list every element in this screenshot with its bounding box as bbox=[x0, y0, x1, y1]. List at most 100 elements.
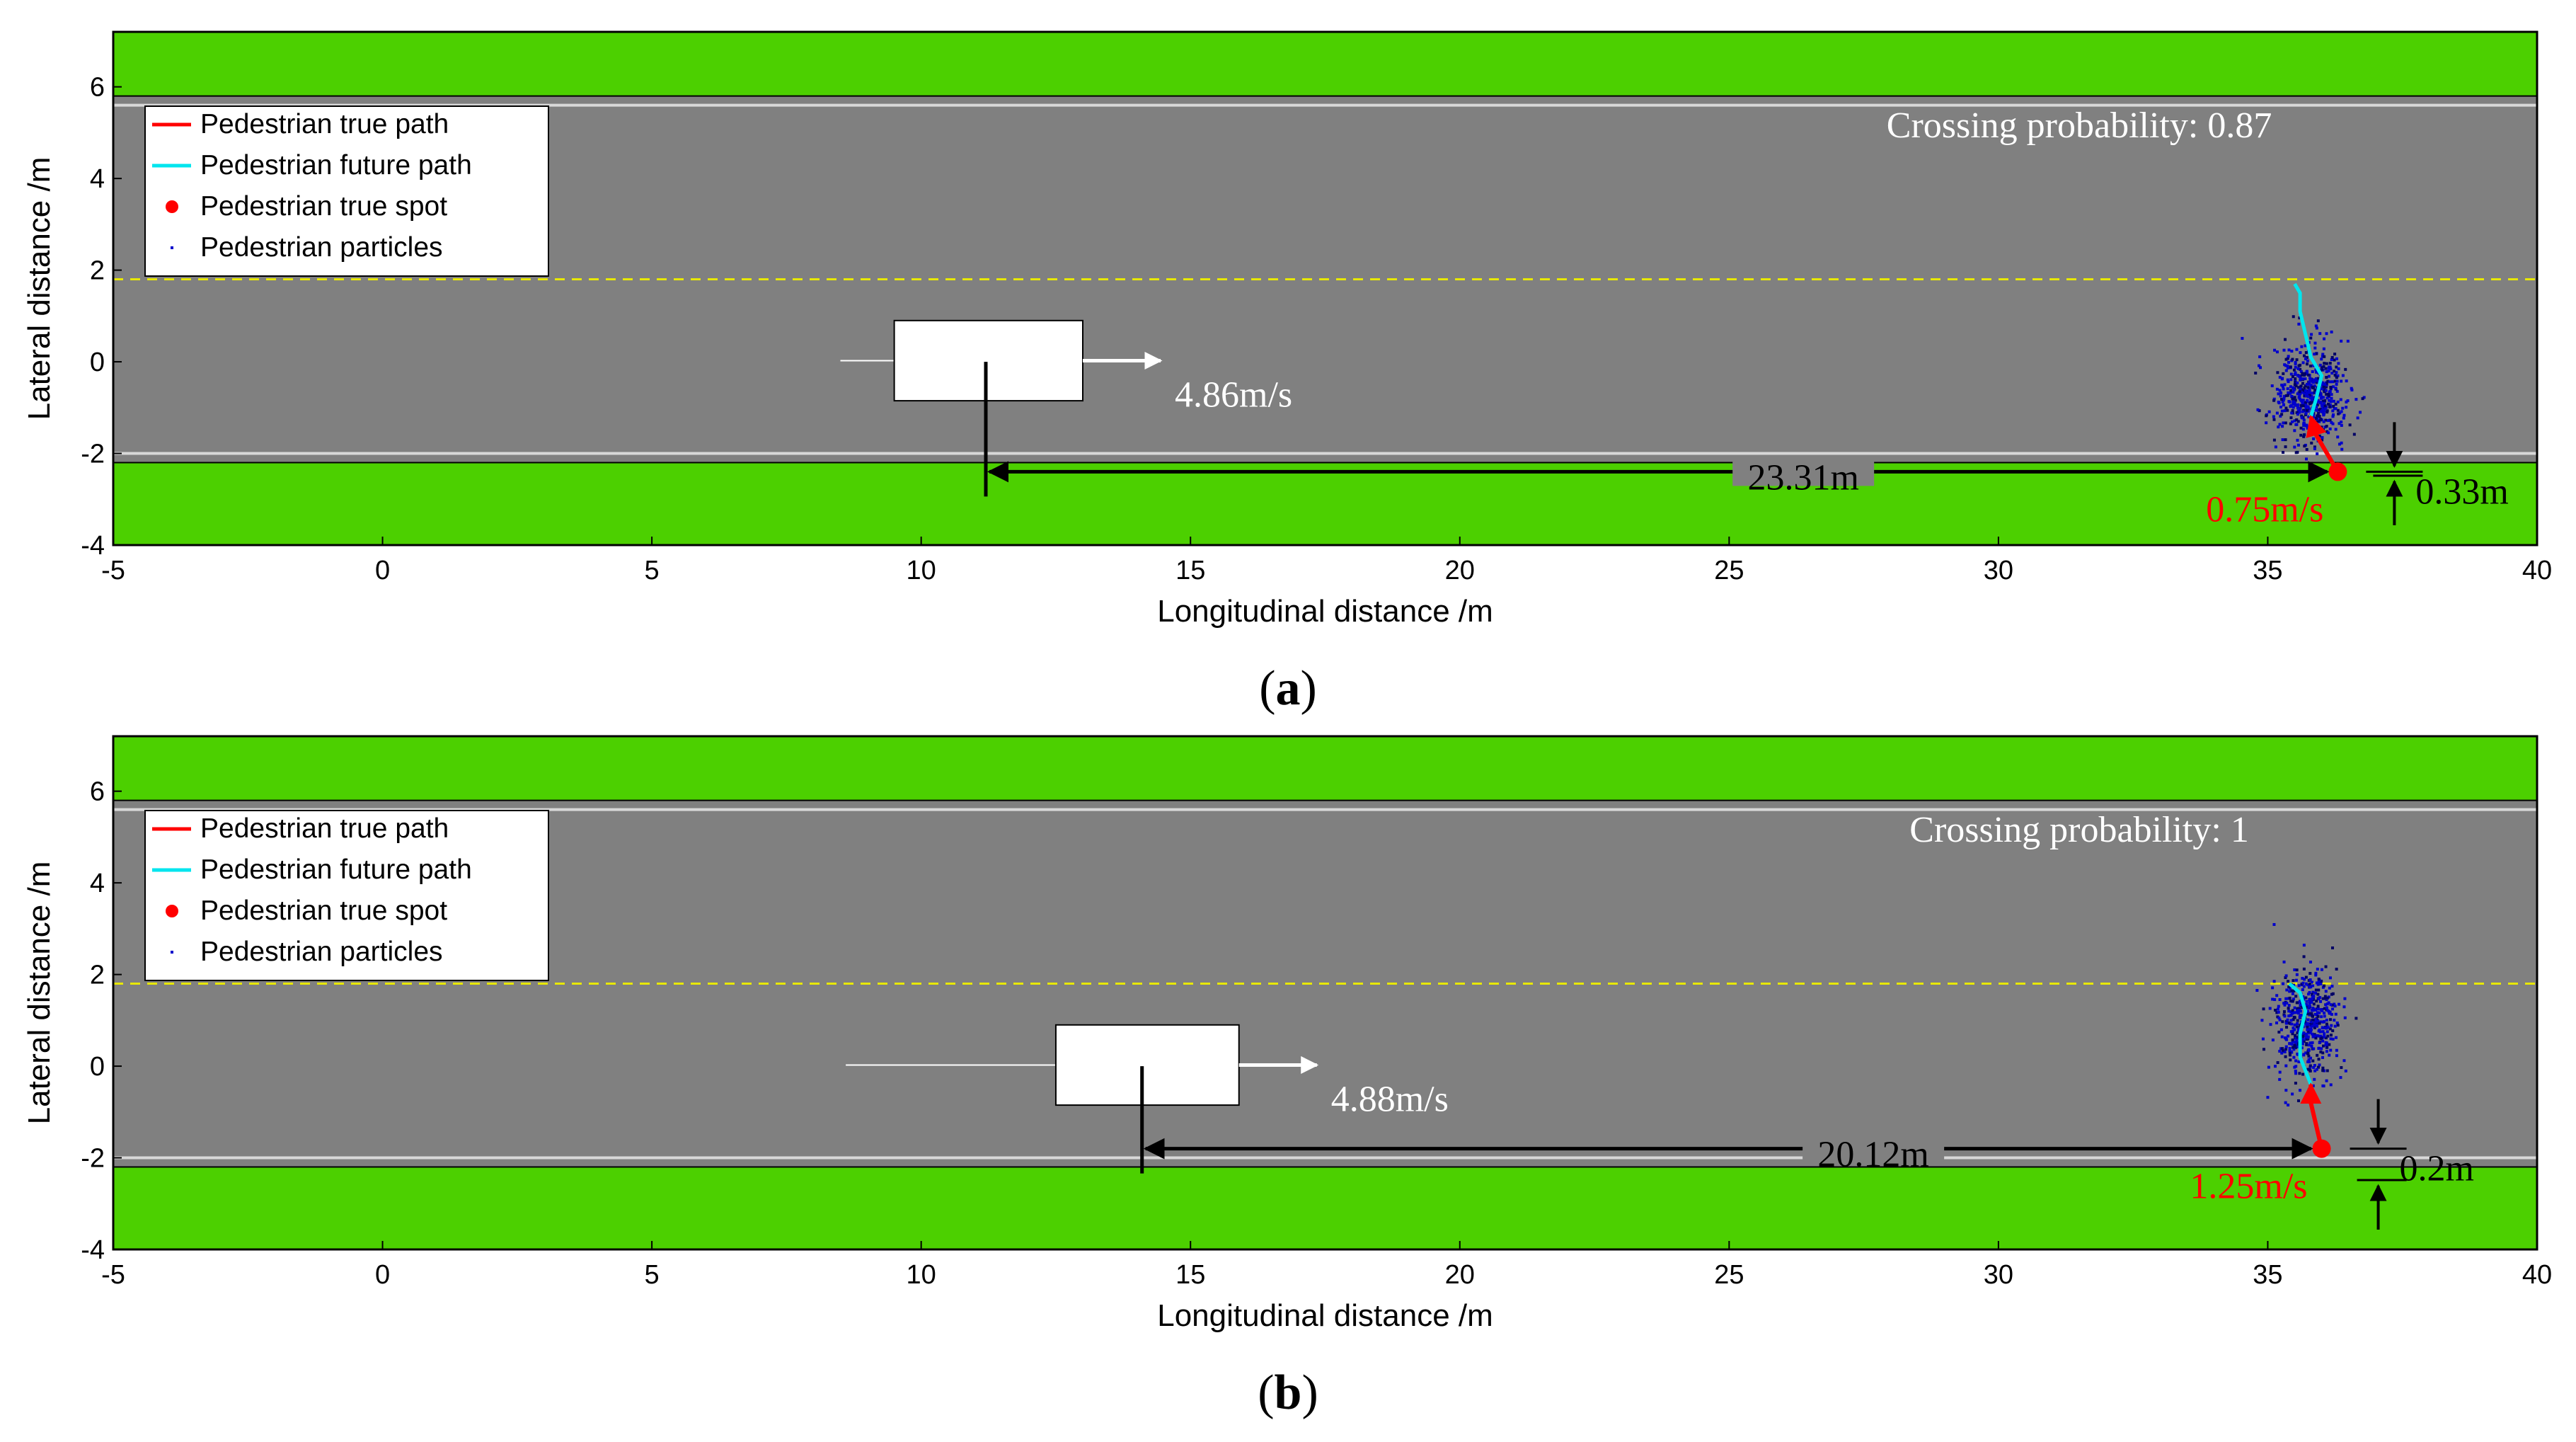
particle-point bbox=[2282, 348, 2286, 352]
particle-point bbox=[2282, 421, 2285, 425]
particle-point bbox=[2335, 1054, 2338, 1058]
particle-point bbox=[2289, 385, 2292, 389]
x-tick-label: 40 bbox=[2522, 556, 2552, 585]
particle-point bbox=[2317, 1034, 2321, 1038]
particle-point bbox=[2313, 1064, 2316, 1068]
particle-point bbox=[2313, 391, 2316, 394]
particle-point bbox=[2321, 408, 2324, 412]
particle-point bbox=[2281, 1047, 2284, 1051]
particle-point bbox=[2295, 348, 2299, 351]
particle-point bbox=[2306, 1031, 2310, 1035]
particle-point bbox=[2292, 402, 2296, 406]
pedestrian-true-path bbox=[2306, 414, 2340, 473]
particle-point bbox=[2321, 353, 2325, 356]
particle-point bbox=[2328, 1027, 2332, 1031]
particle-point bbox=[2300, 345, 2304, 348]
particle-point bbox=[2306, 1009, 2310, 1013]
particle-point bbox=[2284, 976, 2287, 980]
particle-point bbox=[2321, 1039, 2325, 1043]
particle-point bbox=[2296, 1031, 2299, 1035]
particle-point bbox=[2299, 1004, 2302, 1007]
particle-point bbox=[2306, 1036, 2310, 1039]
particle-point bbox=[2296, 420, 2300, 423]
particle-point bbox=[2316, 424, 2320, 428]
particle-point bbox=[2260, 1019, 2264, 1022]
particle-point bbox=[2316, 377, 2320, 380]
particle-point bbox=[2301, 382, 2305, 385]
particle-point bbox=[2312, 381, 2316, 384]
particle-point bbox=[2337, 367, 2340, 370]
particle-point bbox=[2318, 363, 2322, 367]
particle-point bbox=[2310, 396, 2313, 400]
particle-point bbox=[2345, 400, 2348, 404]
particle-point bbox=[2294, 365, 2297, 369]
particle-point bbox=[2296, 443, 2300, 447]
pedestrian-particles bbox=[2241, 315, 2366, 471]
particle-point bbox=[2262, 1048, 2265, 1051]
particle-point bbox=[2333, 1005, 2337, 1008]
particle-point bbox=[2313, 1012, 2317, 1016]
particle-point bbox=[2327, 374, 2330, 378]
particle-point bbox=[2345, 406, 2348, 409]
particle-point bbox=[2330, 985, 2334, 988]
particle-point bbox=[2297, 396, 2301, 399]
particle-point bbox=[2328, 389, 2332, 393]
particle-point bbox=[2318, 1030, 2322, 1034]
particle-point bbox=[2301, 373, 2304, 377]
particle-point bbox=[2294, 404, 2297, 407]
particle-point bbox=[2308, 1031, 2312, 1034]
particle-point bbox=[2297, 386, 2301, 389]
particle-point bbox=[2326, 402, 2330, 406]
particle-point bbox=[2308, 432, 2311, 435]
particle-point bbox=[2312, 1002, 2316, 1006]
grass-band bbox=[113, 462, 2538, 546]
particle-point bbox=[2315, 381, 2318, 384]
particle-point bbox=[2329, 400, 2333, 404]
particle-point bbox=[2307, 1048, 2311, 1051]
vehicle-speed-label: 4.86m/s bbox=[1175, 374, 1292, 415]
particle-point bbox=[2306, 362, 2309, 366]
y-axis-label: Lateral distance /m bbox=[22, 862, 57, 1125]
particle-point bbox=[2320, 1047, 2323, 1051]
particle-point bbox=[2296, 1036, 2299, 1039]
particle-point bbox=[2328, 365, 2331, 369]
particle-point bbox=[2326, 379, 2330, 383]
particle-point bbox=[2307, 1024, 2311, 1027]
particle-point bbox=[2313, 384, 2316, 388]
particle-point bbox=[2315, 1023, 2318, 1026]
particle-point bbox=[2292, 979, 2295, 983]
particle-point bbox=[2345, 379, 2348, 383]
particle-point bbox=[2330, 372, 2334, 375]
particle-point bbox=[2313, 1024, 2316, 1027]
particle-point bbox=[2280, 409, 2284, 413]
particle-point bbox=[2336, 1024, 2340, 1027]
particle-point bbox=[2287, 360, 2290, 364]
particle-point bbox=[2328, 403, 2332, 406]
particle-point bbox=[2324, 389, 2328, 392]
particle-point bbox=[2308, 997, 2311, 1001]
particle-point bbox=[2319, 418, 2323, 421]
particle-point bbox=[2317, 411, 2321, 415]
x-tick-label: -5 bbox=[101, 1260, 125, 1290]
particle-point bbox=[2328, 418, 2332, 422]
particle-point bbox=[2294, 1034, 2297, 1037]
particle-point bbox=[2335, 382, 2338, 386]
particle-point bbox=[2309, 1041, 2313, 1045]
particle-point bbox=[2288, 400, 2292, 404]
particle-point bbox=[2275, 387, 2279, 391]
particle-point bbox=[2301, 401, 2304, 404]
particle-point bbox=[2322, 347, 2325, 350]
particle-point bbox=[2293, 1043, 2296, 1047]
particle-point bbox=[2314, 1019, 2318, 1023]
vehicle-speed-label: 4.88m/s bbox=[1331, 1079, 1449, 1119]
particle-point bbox=[2326, 419, 2330, 423]
particle-point bbox=[2325, 1006, 2328, 1009]
particle-point bbox=[2323, 1012, 2326, 1015]
particle-point bbox=[2289, 391, 2292, 395]
particle-point bbox=[2335, 1022, 2339, 1025]
particle-point bbox=[2286, 357, 2289, 360]
particle-point bbox=[2325, 370, 2328, 374]
particle-point bbox=[2320, 404, 2323, 408]
distance-label-background bbox=[1802, 1134, 1945, 1163]
